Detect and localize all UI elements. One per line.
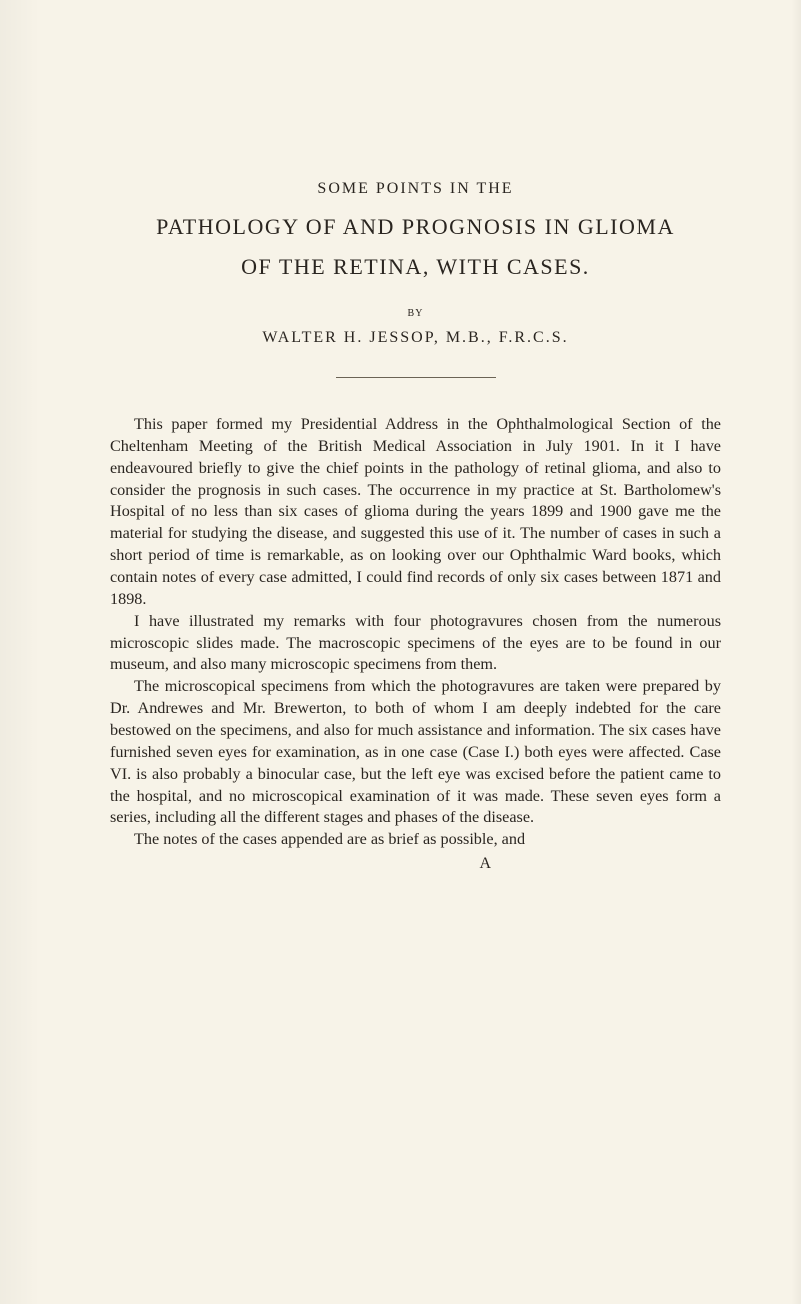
heading-rule (336, 377, 496, 378)
title-line-2: OF THE RETINA, WITH CASES. (110, 254, 721, 280)
heading-group: SOME POINTS IN THE PATHOLOGY OF AND PROG… (110, 180, 721, 378)
body-paragraph: This paper formed my Presidential Addres… (110, 414, 721, 611)
heading-preamble: SOME POINTS IN THE (110, 180, 721, 198)
body-paragraph: The microscopical specimens from which t… (110, 676, 721, 829)
title-line-1: PATHOLOGY OF AND PROGNOSIS IN GLIOMA (110, 214, 721, 240)
body-text: This paper formed my Presidential Addres… (110, 414, 721, 851)
signature-mark: A (110, 855, 721, 873)
page-shadow-left (0, 0, 40, 1304)
author-line: WALTER H. JESSOP, M.B., F.R.C.S. (110, 329, 721, 347)
by-line: BY (110, 308, 721, 319)
page-shadow-right (791, 0, 801, 1304)
page-content: SOME POINTS IN THE PATHOLOGY OF AND PROG… (0, 0, 801, 933)
body-paragraph: I have illustrated my remarks with four … (110, 611, 721, 677)
body-paragraph: The notes of the cases appended are as b… (110, 829, 721, 851)
